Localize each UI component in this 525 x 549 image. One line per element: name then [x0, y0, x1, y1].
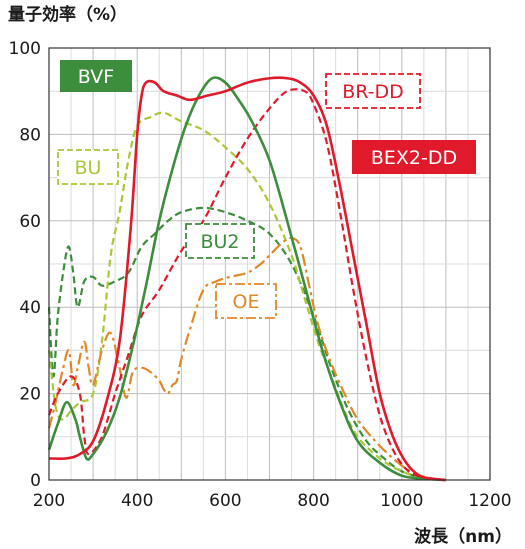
legend-item-br-dd: BR-DD	[325, 73, 421, 109]
y-tick-label: 80	[19, 125, 41, 145]
legend-item-bvf: BVF	[60, 60, 132, 92]
x-tick-label: 800	[297, 491, 329, 511]
legend-box	[325, 73, 421, 109]
y-tick-label: 20	[19, 385, 41, 405]
legend-label: BEX2-DD	[371, 147, 457, 169]
x-tick-label: 1000	[380, 491, 423, 511]
axes: 200 400 600 800 1000 1200 0 20 40 60 80 100	[9, 39, 512, 511]
series-line-bex2-dd	[48, 76, 447, 482]
legend-item-bu2: BU2	[185, 223, 255, 259]
legend-box	[185, 223, 255, 259]
legend-box	[215, 283, 277, 319]
legend-item-oe: OE	[215, 283, 277, 319]
x-tick-label: 1200	[468, 491, 511, 511]
x-axis-label: 波長（nm）	[414, 526, 512, 547]
series-line-br-dd	[47, 88, 446, 482]
legend-box	[60, 60, 132, 92]
legend: BVF BR-DD BEX2-DD BU BU2 OE	[57, 60, 476, 319]
series-line-bu2	[47, 206, 447, 482]
legend-label: BR-DD	[342, 81, 404, 103]
legend-label: BU	[75, 157, 102, 179]
series-line-oe	[47, 236, 447, 482]
series-line-bvf	[47, 76, 446, 482]
x-tick-label: 600	[209, 491, 241, 511]
legend-label: OE	[233, 291, 260, 313]
y-tick-label: 40	[19, 298, 41, 318]
legend-item-bu: BU	[57, 149, 119, 185]
x-tick-label: 400	[121, 491, 153, 511]
legend-item-bex2-dd: BEX2-DD	[352, 140, 476, 174]
y-tick-label: 0	[30, 471, 41, 491]
y-tick-label: 60	[19, 212, 41, 232]
legend-box	[57, 149, 119, 185]
x-tick-label: 200	[33, 491, 65, 511]
legend-label: BU2	[200, 231, 239, 253]
grid	[48, 47, 491, 481]
y-axis-label: 量子効率（%）	[8, 4, 127, 25]
plot-frame	[48, 47, 491, 481]
y-tick-label: 100	[9, 39, 41, 59]
legend-box	[352, 140, 476, 174]
legend-label: BVF	[78, 66, 114, 88]
series-lines	[47, 76, 447, 482]
